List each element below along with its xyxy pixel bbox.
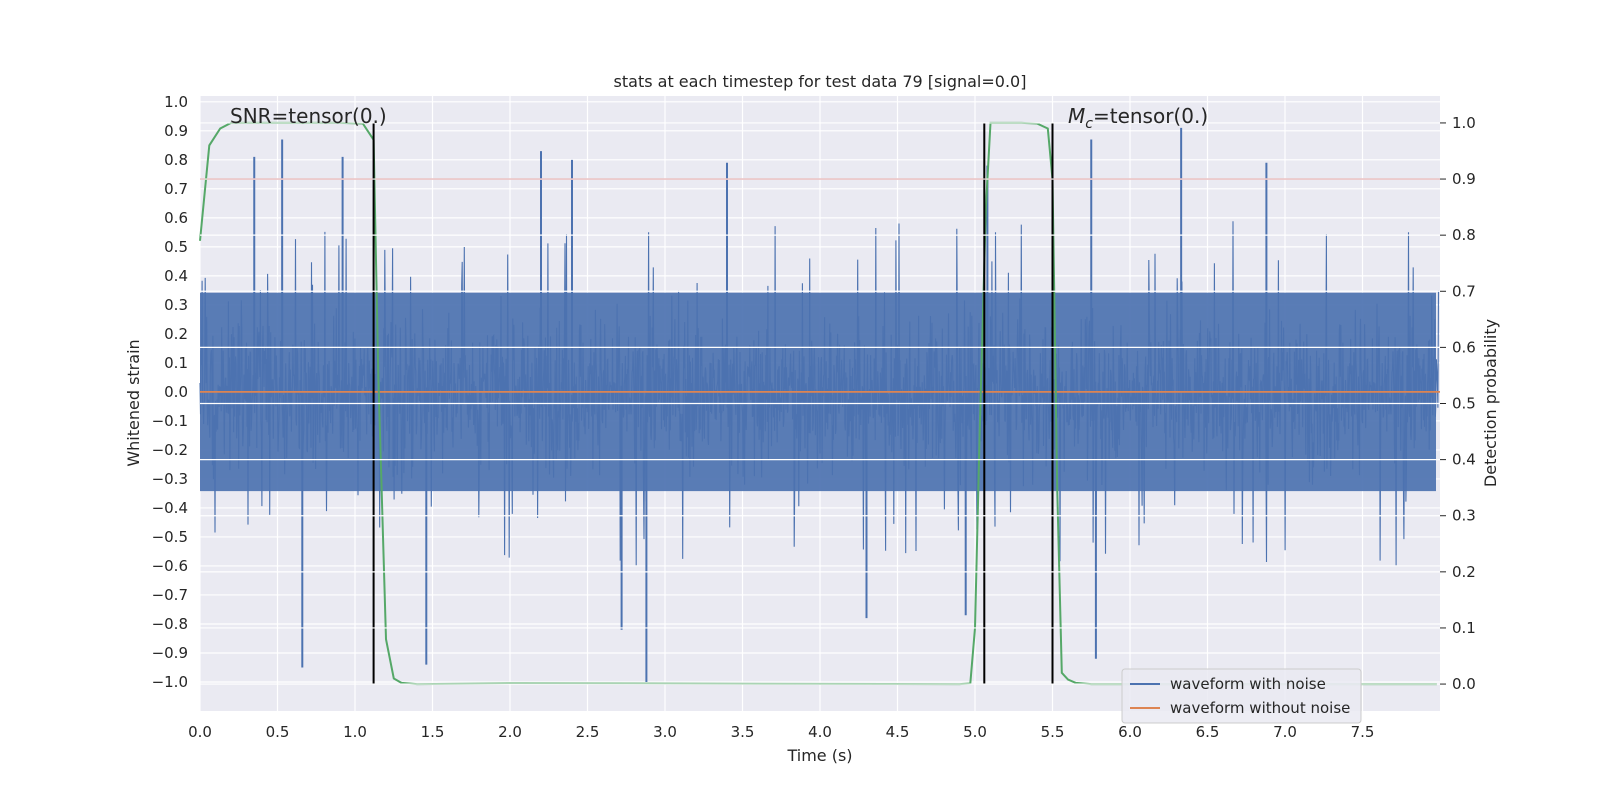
y-tick-label: −0.1 [152, 412, 188, 430]
legend-label-noise: waveform with noise [1170, 675, 1326, 693]
mc-annotation: Mc=tensor(0.) [1068, 104, 1208, 132]
y-tick-label: 0.4 [164, 267, 188, 285]
y-tick-label: −0.6 [152, 557, 188, 575]
y2-tick-label: 0.1 [1452, 619, 1476, 637]
y-tick-label: −0.9 [152, 644, 188, 662]
y2-tick-label: 0.8 [1452, 226, 1476, 244]
y-axis-label: Whitened strain [124, 339, 143, 466]
y-tick-label: 0.3 [164, 296, 188, 314]
x-tick-label: 2.0 [498, 723, 522, 741]
y2-tick-label: 1.0 [1452, 114, 1476, 132]
y2-axis-label: Detection probability [1481, 319, 1500, 487]
y-tick-label: 0.5 [164, 238, 188, 256]
x-tick-label: 7.0 [1273, 723, 1297, 741]
legend-box [1121, 668, 1362, 724]
x-tick-label: 4.5 [886, 723, 910, 741]
x-tick-label: 1.5 [421, 723, 445, 741]
y2-tick-label: 0.9 [1452, 170, 1476, 188]
snr-annotation: SNR=tensor(0.) [230, 104, 387, 128]
y-tick-label: 0.9 [164, 122, 188, 140]
mc-text: =tensor(0.) [1093, 104, 1208, 128]
x-tick-label: 5.0 [963, 723, 987, 741]
x-tick-label: 2.5 [576, 723, 600, 741]
y-tick-label: 0.6 [164, 209, 188, 227]
y-tick-label: 0.8 [164, 151, 188, 169]
x-tick-label: 0.5 [266, 723, 290, 741]
x-tick-label: 1.0 [343, 723, 367, 741]
y-tick-label: 1.0 [164, 93, 188, 111]
y-tick-label: −0.2 [152, 441, 188, 459]
legend-label-clean: waveform without noise [1170, 699, 1350, 717]
y2-tick-label: 0.5 [1452, 395, 1476, 413]
y-tick-label: −0.5 [152, 528, 188, 546]
y2-tick-label: 0.3 [1452, 507, 1476, 525]
x-tick-label: 6.5 [1196, 723, 1220, 741]
mc-subscript: c [1085, 116, 1093, 132]
y-tick-label: −0.4 [152, 499, 188, 517]
y-tick-label: 0.7 [164, 180, 188, 198]
y-tick-label: 0.1 [164, 354, 188, 372]
mc-symbol: M [1068, 104, 1085, 128]
x-tick-label: 7.5 [1351, 723, 1375, 741]
x-tick-label: 4.0 [808, 723, 832, 741]
y-tick-label: 0.0 [164, 383, 188, 401]
y2-tick-label: 0.0 [1452, 675, 1476, 693]
y2-tick-label: 0.6 [1452, 338, 1476, 356]
ticks-layer: 0.0 0.5 1.0 1.5 2.0 2.5 3.0 3.5 4.0 4.5 5.0 5.5 6.0 6… [152, 93, 1476, 741]
y-tick-label: 0.2 [164, 325, 188, 343]
x-tick-label: 0.0 [188, 723, 212, 741]
y-tick-label: −0.8 [152, 615, 188, 633]
y-tick-label: −0.7 [152, 586, 188, 604]
y-tick-label: −0.3 [152, 470, 188, 488]
x-tick-label: 3.5 [731, 723, 755, 741]
y2-tick-label: 0.2 [1452, 563, 1476, 581]
x-tick-label: 6.0 [1118, 723, 1142, 741]
y2-tick-label: 0.7 [1452, 282, 1476, 300]
chart-title: stats at each timestep for test data 79 … [614, 72, 1027, 91]
y-tick-label: −1.0 [152, 673, 188, 691]
y2-tick-label: 0.4 [1452, 451, 1476, 469]
legend: waveform with noise waveform without noi… [1121, 668, 1362, 724]
x-tick-label: 5.5 [1041, 723, 1065, 741]
x-tick-label: 3.0 [653, 723, 677, 741]
x-axis-label: Time (s) [786, 746, 852, 765]
